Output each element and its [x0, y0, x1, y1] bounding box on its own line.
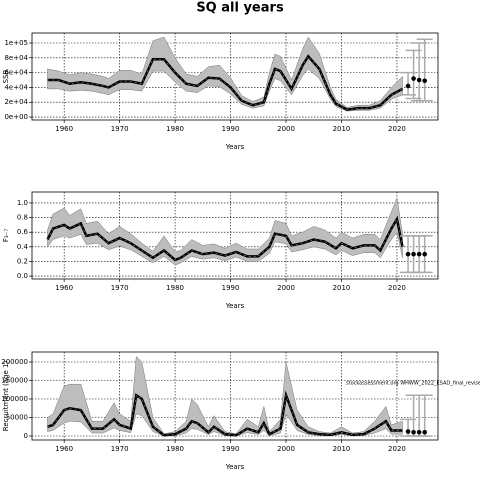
chart-title: SQ all years	[196, 1, 284, 16]
forecast-point	[422, 251, 427, 257]
y-tick-label: 0	[24, 432, 28, 440]
x-tick-label: 2010	[333, 125, 351, 133]
x-axis-label: Years	[225, 302, 245, 310]
forecast-point	[416, 430, 422, 435]
estimate-line-dash	[47, 218, 403, 261]
x-tick-label: 1980	[166, 125, 184, 133]
x-tick-label: 1990	[222, 445, 240, 453]
y-tick-label: 0.2	[17, 257, 28, 265]
y-tick-label: 4e+04	[4, 83, 28, 91]
forecast-point	[416, 77, 422, 83]
x-tick-label: 2020	[388, 445, 406, 453]
x-tick-label: 1960	[55, 445, 73, 453]
forecast-point	[405, 251, 411, 257]
forecast-point	[411, 251, 416, 257]
confidence-band	[47, 36, 403, 112]
y-tick-label: 50000	[6, 414, 28, 422]
x-tick-label: 1970	[111, 284, 129, 292]
y-tick-label: 0.6	[17, 228, 29, 236]
x-tick-label: 2010	[333, 445, 351, 453]
y-tick-label: 2e+04	[4, 98, 28, 106]
x-tick-label: 2020	[388, 284, 406, 292]
y-tick-label: 0e+00	[4, 113, 28, 121]
forecast-point	[411, 76, 416, 81]
y-axis-label: Recruitment (age 1)	[2, 361, 10, 432]
y-axis-label: SSB	[2, 69, 10, 83]
x-tick-label: 2000	[277, 445, 295, 453]
x-tick-label: 1960	[55, 284, 73, 292]
x-tick-label: 1990	[222, 284, 240, 292]
x-tick-label: 1990	[222, 125, 240, 133]
forecast-point	[416, 251, 422, 257]
forecast-point	[405, 83, 411, 89]
forecast-point	[422, 78, 427, 84]
x-tick-label: 1980	[166, 445, 184, 453]
x-tick-label: 2010	[333, 284, 351, 292]
forecast-point	[422, 430, 427, 435]
x-tick-label: 2020	[388, 125, 406, 133]
y-tick-label: 8e+04	[4, 54, 28, 62]
forecast-point	[411, 430, 416, 435]
y-tick-label: 100000	[1, 395, 28, 403]
estimate-line	[47, 390, 403, 437]
y-tick-label: 0.8	[17, 214, 28, 222]
plot-frame	[31, 351, 439, 441]
x-tick-label: 1970	[111, 125, 129, 133]
forecast-point	[405, 429, 411, 434]
estimate-line-dash	[47, 394, 403, 436]
x-tick-label: 1970	[111, 445, 129, 453]
x-axis-label: Years	[225, 463, 245, 471]
y-tick-label: 200000	[1, 358, 28, 366]
y-tick-label: 1.0	[17, 199, 28, 207]
y-tick-label: 0.0	[17, 272, 28, 280]
y-tick-label: 6e+04	[4, 69, 28, 77]
x-axis-label: Years	[225, 143, 245, 151]
plot-frame	[31, 32, 439, 121]
x-tick-label: 1960	[55, 125, 73, 133]
confidence-band	[47, 355, 403, 437]
x-tick-label: 2000	[277, 284, 295, 292]
y-tick-label: 150000	[1, 376, 28, 384]
x-tick-label: 2000	[277, 125, 295, 133]
y-tick-label: 1e+05	[4, 39, 28, 47]
plot-frame	[31, 191, 439, 280]
estimate-line-dash	[47, 55, 403, 110]
annotation: stockassessment.org WHWW_2022_ESAD_final…	[346, 380, 480, 386]
y-axis-label: F₃₋₇	[2, 229, 10, 243]
y-tick-label: 0.4	[17, 243, 29, 251]
x-tick-label: 1980	[166, 284, 184, 292]
